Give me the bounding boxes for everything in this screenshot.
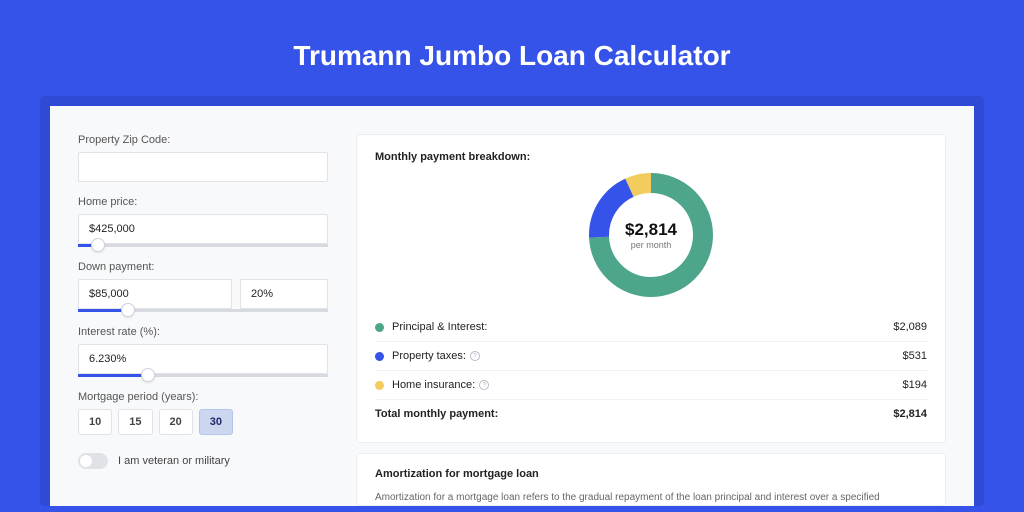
down-payment-slider[interactable] bbox=[78, 309, 328, 312]
breakdown-total-label: Total monthly payment: bbox=[375, 408, 893, 420]
interest-rate-slider-thumb[interactable] bbox=[141, 368, 155, 382]
down-payment-label: Down payment: bbox=[78, 261, 328, 273]
mortgage-period-button-20[interactable]: 20 bbox=[159, 409, 193, 435]
page-title: Trumann Jumbo Loan Calculator bbox=[40, 40, 984, 72]
breakdown-value: $194 bbox=[903, 379, 927, 391]
breakdown-row: Home insurance:?$194 bbox=[375, 370, 927, 399]
amortization-text: Amortization for a mortgage loan refers … bbox=[375, 490, 927, 505]
veteran-toggle-knob bbox=[80, 455, 92, 467]
breakdown-card: Monthly payment breakdown: $2,814 per mo… bbox=[356, 134, 946, 443]
amortization-title: Amortization for mortgage loan bbox=[375, 468, 927, 480]
breakdown-title: Monthly payment breakdown: bbox=[375, 151, 927, 163]
amortization-card: Amortization for mortgage loan Amortizat… bbox=[356, 453, 946, 506]
info-icon[interactable]: ? bbox=[479, 380, 489, 390]
legend-dot bbox=[375, 323, 384, 332]
interest-rate-input[interactable] bbox=[78, 344, 328, 374]
info-icon[interactable]: ? bbox=[470, 351, 480, 361]
mortgage-period-group: Mortgage period (years): 1015 2030 bbox=[78, 391, 328, 435]
zip-label: Property Zip Code: bbox=[78, 134, 328, 146]
legend-dot bbox=[375, 381, 384, 390]
breakdown-label: Property taxes:? bbox=[392, 350, 903, 362]
mortgage-period-button-10[interactable]: 10 bbox=[78, 409, 112, 435]
legend-dot bbox=[375, 352, 384, 361]
home-price-label: Home price: bbox=[78, 196, 328, 208]
breakdown-row: Principal & Interest:$2,089 bbox=[375, 313, 927, 341]
donut-center-sub: per month bbox=[625, 240, 677, 250]
mortgage-period-button-30[interactable]: 30 bbox=[199, 409, 233, 435]
donut-center-amount: $2,814 bbox=[625, 220, 677, 240]
breakdown-value: $531 bbox=[903, 350, 927, 362]
calculator-card: Property Zip Code: Home price: Down paym… bbox=[50, 106, 974, 506]
home-price-slider-thumb[interactable] bbox=[91, 238, 105, 252]
breakdown-total-row: Total monthly payment:$2,814 bbox=[375, 399, 927, 428]
down-payment-group: Down payment: bbox=[78, 261, 328, 312]
card-holder: Property Zip Code: Home price: Down paym… bbox=[40, 96, 984, 506]
breakdown-total-value: $2,814 bbox=[893, 408, 927, 420]
veteran-toggle-row: I am veteran or military bbox=[78, 453, 328, 469]
home-price-slider[interactable] bbox=[78, 244, 328, 247]
mortgage-period-label: Mortgage period (years): bbox=[78, 391, 328, 403]
down-payment-slider-thumb[interactable] bbox=[121, 303, 135, 317]
veteran-toggle[interactable] bbox=[78, 453, 108, 469]
breakdown-label: Home insurance:? bbox=[392, 379, 903, 391]
breakdown-label: Principal & Interest: bbox=[392, 321, 893, 333]
payment-donut-chart: $2,814 per month bbox=[589, 173, 713, 297]
interest-rate-slider[interactable] bbox=[78, 374, 328, 377]
down-payment-percent-input[interactable] bbox=[240, 279, 328, 309]
breakdown-panel: Monthly payment breakdown: $2,814 per mo… bbox=[356, 134, 946, 506]
veteran-toggle-label: I am veteran or military bbox=[118, 455, 230, 467]
mortgage-period-button-15[interactable]: 15 bbox=[118, 409, 152, 435]
interest-rate-label: Interest rate (%): bbox=[78, 326, 328, 338]
breakdown-value: $2,089 bbox=[893, 321, 927, 333]
mortgage-period-buttons: 1015 2030 bbox=[78, 409, 328, 435]
interest-rate-group: Interest rate (%): bbox=[78, 326, 328, 377]
down-payment-amount-input[interactable] bbox=[78, 279, 232, 309]
home-price-group: Home price: bbox=[78, 196, 328, 247]
zip-input[interactable] bbox=[78, 152, 328, 182]
zip-field-group: Property Zip Code: bbox=[78, 134, 328, 182]
home-price-input[interactable] bbox=[78, 214, 328, 244]
breakdown-row: Property taxes:?$531 bbox=[375, 341, 927, 370]
form-panel: Property Zip Code: Home price: Down paym… bbox=[78, 134, 328, 506]
